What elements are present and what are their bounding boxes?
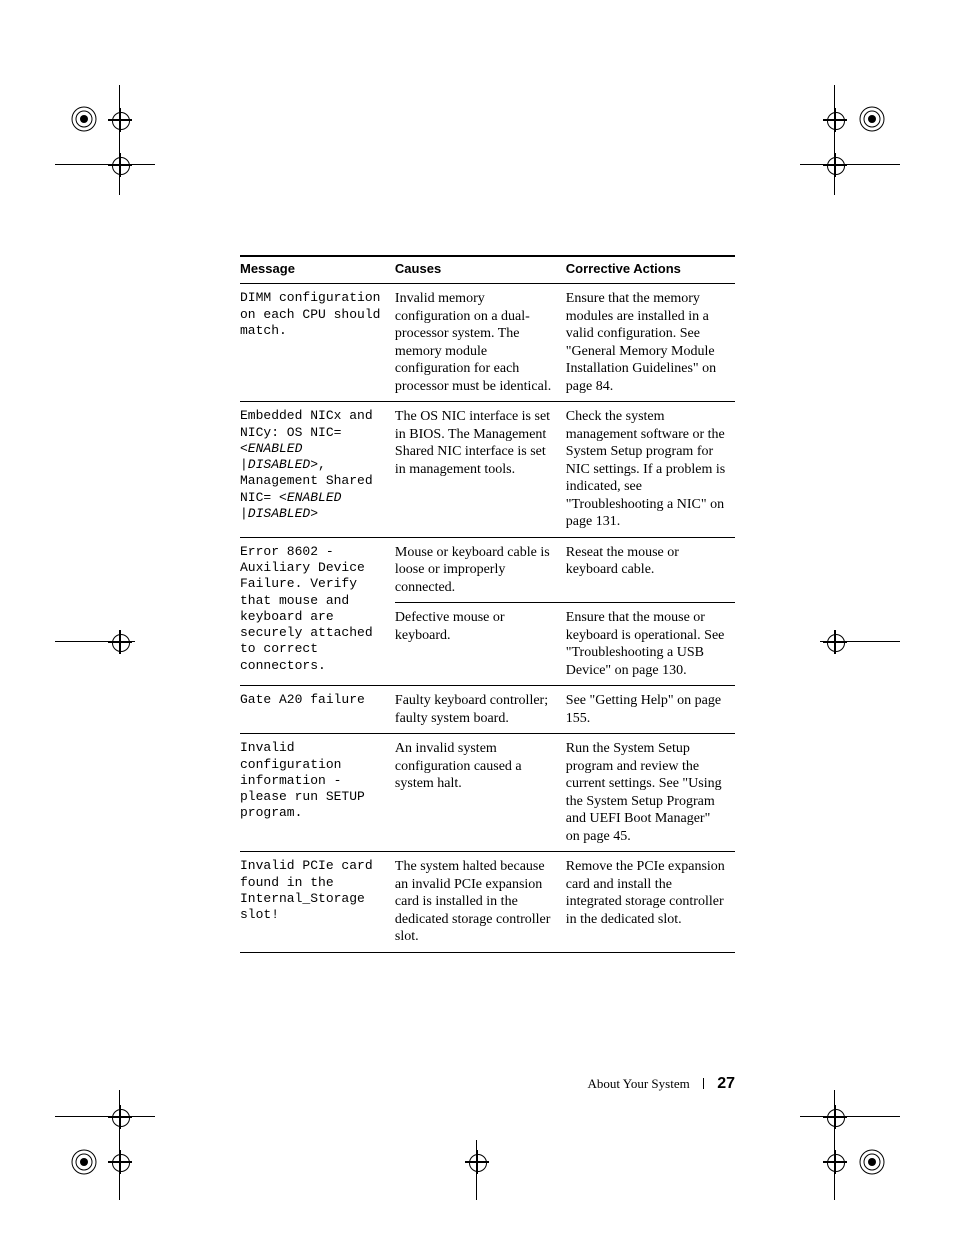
cell-actions: Reseat the mouse or keyboard cable. [566,537,735,603]
crop-line [55,1116,155,1117]
cell-actions: Run the System Setup program and review … [566,734,735,852]
crop-cross-icon [108,630,132,654]
cell-actions: Ensure that the mouse or keyboard is ope… [566,603,735,686]
cell-causes: The OS NIC interface is set in BIOS. The… [395,402,566,538]
cell-causes: Mouse or keyboard cable is loose or impr… [395,537,566,603]
crop-cross-icon [108,153,132,177]
table-row: DIMM configuration on each CPU should ma… [240,284,735,402]
crop-line [834,85,835,195]
cell-message: DIMM configuration on each CPU should ma… [240,284,395,402]
footer-section: About Your System [587,1076,689,1091]
cell-causes: An invalid system configuration caused a… [395,734,566,852]
crop-line [800,1116,900,1117]
crop-cross-icon [465,1150,489,1174]
col-message: Message [240,256,395,284]
crop-line [55,641,135,642]
table-row: Gate A20 failure Faulty keyboard control… [240,686,735,734]
content-area: Message Causes Corrective Actions DIMM c… [240,255,735,953]
cell-causes: Invalid memory configuration on a dual-p… [395,284,566,402]
registration-mark-icon [70,1148,98,1176]
table-header-row: Message Causes Corrective Actions [240,256,735,284]
footer-separator [703,1078,704,1089]
cell-causes: The system halted because an invalid PCI… [395,852,566,953]
msg-part: Embedded NICx and NICy: OS NIC= [240,408,373,439]
crop-line [476,1140,477,1200]
messages-table: Message Causes Corrective Actions DIMM c… [240,255,735,953]
footer-page-number: 27 [717,1075,735,1092]
cell-message: Invalid PCIe card found in the Internal_… [240,852,395,953]
crop-line [55,164,155,165]
table-row: Embedded NICx and NICy: OS NIC=<ENABLED … [240,402,735,538]
crop-cross-icon [108,1150,132,1174]
cell-actions: Check the system management software or … [566,402,735,538]
crop-line [820,641,900,642]
crop-cross-icon [108,108,132,132]
msg-italic: <ENABLED |DISABLED> [240,441,318,472]
cell-actions: Remove the PCIe expansion card and insta… [566,852,735,953]
table-row: Error 8602 - Auxiliary Device Failure. V… [240,537,735,603]
crop-cross-icon [823,153,847,177]
crop-line [834,1090,835,1200]
cell-causes: Faulty keyboard controller; faulty syste… [395,686,566,734]
crop-line [119,1090,120,1200]
cell-actions: Ensure that the memory modules are insta… [566,284,735,402]
cell-message: Invalid configuration information - plea… [240,734,395,852]
table-row: Invalid configuration information - plea… [240,734,735,852]
crop-cross-icon [108,1105,132,1129]
cell-message: Gate A20 failure [240,686,395,734]
crop-line [800,164,900,165]
crop-cross-icon [823,630,847,654]
crop-cross-icon [823,1105,847,1129]
crop-line [119,85,120,195]
crop-cross-icon [823,1150,847,1174]
registration-mark-icon [70,105,98,133]
table-row: Invalid PCIe card found in the Internal_… [240,852,735,953]
page-footer: About Your System 27 [240,1075,735,1093]
registration-mark-icon [858,1148,886,1176]
registration-mark-icon [858,105,886,133]
col-causes: Causes [395,256,566,284]
crop-cross-icon [823,108,847,132]
cell-message: Error 8602 - Auxiliary Device Failure. V… [240,537,395,686]
cell-actions: See "Getting Help" on page 155. [566,686,735,734]
cell-message: Embedded NICx and NICy: OS NIC=<ENABLED … [240,402,395,538]
col-actions: Corrective Actions [566,256,735,284]
cell-causes: Defective mouse or keyboard. [395,603,566,686]
